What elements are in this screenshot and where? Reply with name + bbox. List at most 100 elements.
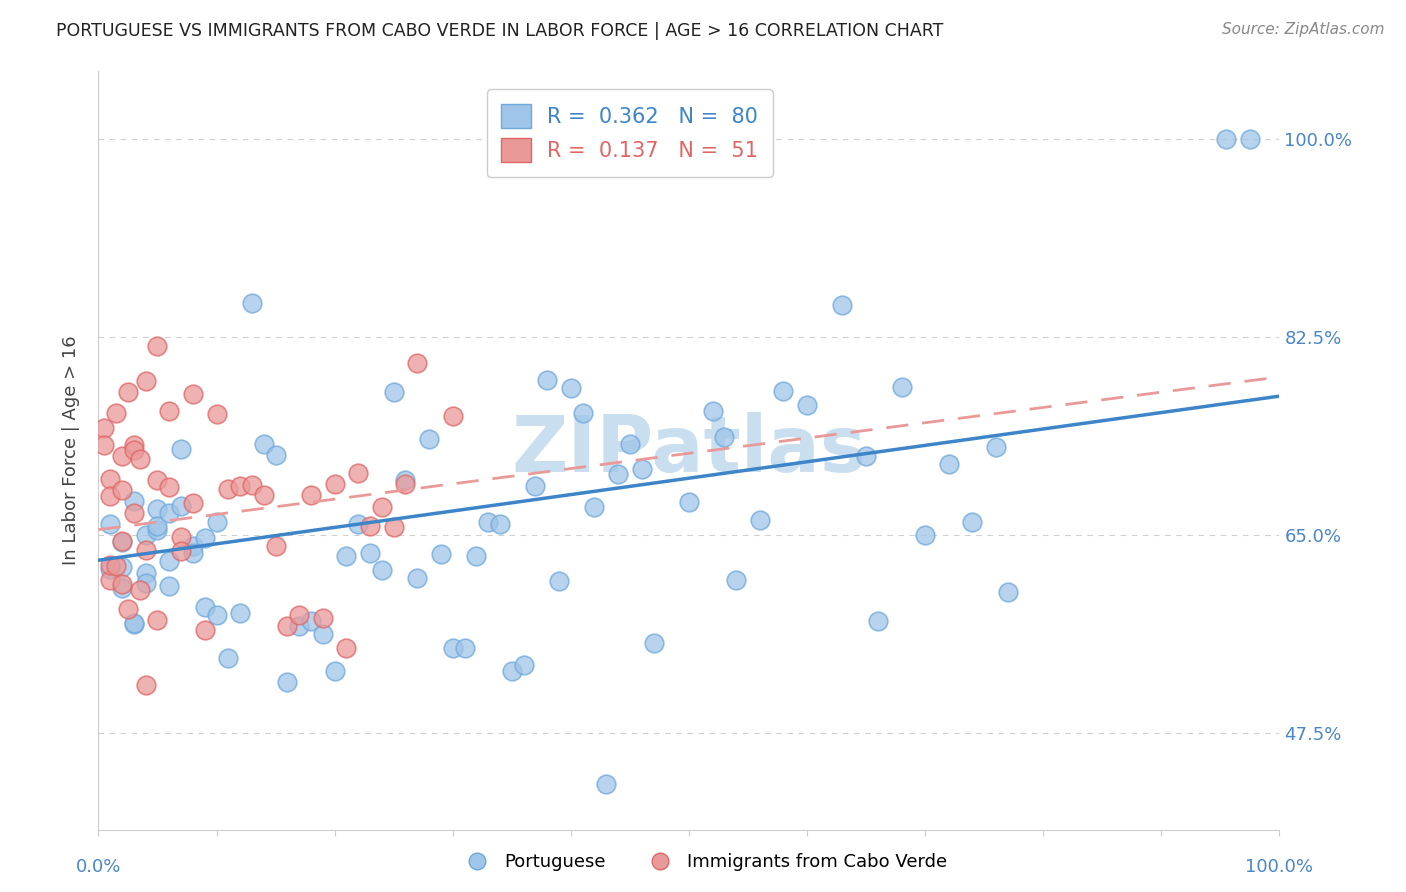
Point [394,476,416,491]
Point [501,664,523,678]
Point [157,480,180,494]
Point [122,615,145,630]
Point [98,516,121,531]
Point [831,298,853,312]
Point [323,477,346,491]
Point [98,489,121,503]
Point [560,381,582,395]
Point [229,606,252,620]
Point [93,438,115,452]
Point [524,479,547,493]
Point [536,373,558,387]
Point [117,384,139,399]
Point [98,558,121,572]
Point [276,619,298,633]
Point [217,482,239,496]
Point [170,530,193,544]
Point [170,544,193,558]
Text: 0.0%: 0.0% [76,858,121,876]
Point [643,636,665,650]
Point [105,558,128,573]
Point [157,553,180,567]
Point [128,451,150,466]
Point [146,339,169,353]
Point [630,462,652,476]
Point [359,546,381,560]
Point [371,500,394,514]
Point [382,519,405,533]
Point [678,495,700,509]
Point [772,384,794,399]
Point [571,406,593,420]
Point [122,443,145,458]
Point [406,571,429,585]
Point [347,517,370,532]
Point [122,438,145,452]
Point [1239,132,1261,146]
Point [93,421,115,435]
Point [938,457,960,471]
Legend: R =  0.362   N =  80, R =  0.137   N =  51: R = 0.362 N = 80, R = 0.137 N = 51 [486,89,773,178]
Point [441,641,464,656]
Point [105,406,128,420]
Point [217,651,239,665]
Point [288,618,311,632]
Point [146,519,169,533]
Point [962,515,984,529]
Point [205,515,228,529]
Point [240,477,263,491]
Point [98,472,121,486]
Point [713,430,735,444]
Point [111,577,134,591]
Point [276,675,298,690]
Point [194,624,217,638]
Point [135,678,157,692]
Point [135,542,157,557]
Point [194,531,217,545]
Point [135,576,157,591]
Point [382,384,405,399]
Point [264,539,287,553]
Point [253,437,276,451]
Point [181,387,204,401]
Point [135,528,157,542]
Point [548,574,571,589]
Point [997,585,1019,599]
Point [855,449,877,463]
Point [619,437,641,451]
Point [111,581,134,595]
Point [890,380,912,394]
Point [299,488,322,502]
Point [359,519,381,533]
Point [146,523,169,537]
Point [406,356,429,370]
Point [98,574,121,588]
Point [441,409,464,423]
Point [371,563,394,577]
Point [170,442,193,457]
Point [229,479,252,493]
Legend: Portuguese, Immigrants from Cabo Verde: Portuguese, Immigrants from Cabo Verde [451,847,955,879]
Point [240,296,263,310]
Point [117,602,139,616]
Point [157,578,180,592]
Point [465,549,488,564]
Point [702,404,724,418]
Point [135,566,157,580]
Point [111,559,134,574]
Point [583,500,606,514]
Point [430,547,453,561]
Point [335,549,357,564]
Point [111,534,134,549]
Point [157,404,180,418]
Point [122,494,145,508]
Point [288,607,311,622]
Point [111,483,134,497]
Point [98,562,121,576]
Point [128,582,150,597]
Point [335,641,357,656]
Point [135,374,157,388]
Point [157,506,180,520]
Point [323,664,346,678]
Text: PORTUGUESE VS IMMIGRANTS FROM CABO VERDE IN LABOR FORCE | AGE > 16 CORRELATION C: PORTUGUESE VS IMMIGRANTS FROM CABO VERDE… [56,22,943,40]
